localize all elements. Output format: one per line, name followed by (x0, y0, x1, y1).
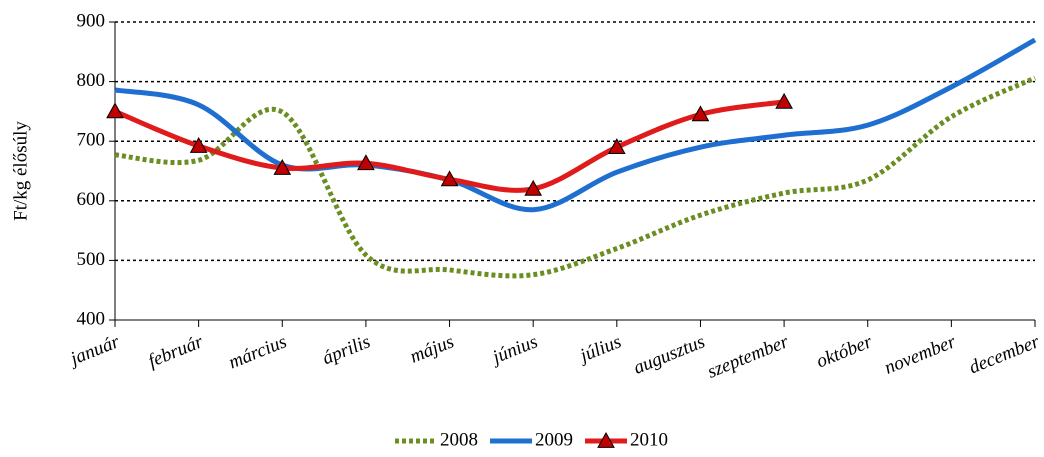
x-tick-label: június (487, 331, 541, 369)
x-tick-label: augusztus (631, 331, 708, 379)
series-line (114, 75, 1037, 279)
y-tick-label: 900 (77, 10, 106, 31)
x-tick-label: július (575, 331, 625, 367)
x-tick-label: február (145, 331, 206, 372)
x-tick-label: március (226, 331, 290, 373)
x-tick-label: április (320, 331, 374, 369)
y-tick-label: 600 (77, 189, 106, 210)
marker (440, 170, 459, 187)
y-tick-label: 700 (77, 130, 106, 151)
x-tick-label: január (65, 331, 123, 371)
marker (524, 179, 543, 196)
y-tick-label: 400 (77, 308, 106, 329)
marker (607, 138, 626, 155)
marker (189, 136, 208, 153)
series-line (114, 37, 1037, 213)
marker (775, 92, 793, 109)
x-tick-label: szeptember (704, 331, 792, 383)
marker (273, 158, 292, 175)
legend-marker (597, 431, 615, 448)
marker (691, 105, 710, 122)
x-tick-label: október (814, 331, 876, 372)
legend-label: 2008 (440, 429, 478, 450)
x-tick-label: december (966, 331, 1043, 378)
x-tick-label: május (407, 331, 457, 367)
y-tick-label: 500 (77, 249, 106, 270)
marker (357, 154, 375, 171)
y-axis-label: Ft/kg élősúly (10, 121, 31, 221)
y-tick-label: 800 (77, 70, 106, 91)
legend-label: 2009 (535, 429, 573, 450)
legend-label: 2010 (630, 429, 668, 450)
marker (106, 102, 124, 119)
x-tick-label: november (882, 331, 960, 379)
